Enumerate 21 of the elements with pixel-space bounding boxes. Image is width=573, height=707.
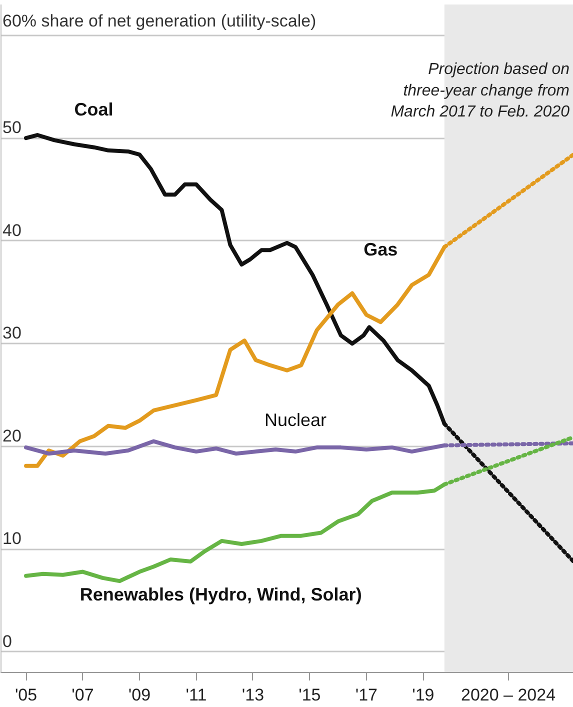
x-tick-label: '11	[186, 686, 207, 704]
series-label: Coal	[74, 100, 114, 120]
y-tick-label: 50	[2, 118, 22, 138]
y-tick-label: 40	[2, 220, 22, 240]
x-tick-label: '17	[355, 686, 378, 704]
y-tick-label: 60% share of net generation (utility-scale)	[2, 11, 316, 30]
y-tick-label: 0	[2, 632, 12, 651]
x-tick-label: '07	[72, 686, 94, 704]
y-tick-label: 10	[2, 529, 22, 548]
x-tick-label: '05	[14, 686, 38, 704]
x-tick-label: 2020 – 2024	[460, 686, 556, 704]
series-label: Renewables (Hydro, Wind, Solar)	[80, 584, 362, 605]
y-tick-label: 20	[2, 426, 22, 446]
series-label: Gas	[364, 239, 398, 260]
x-tick-label: '19	[412, 686, 434, 704]
annotation: Projection based on three-year change from March 2017 to Feb. 2020	[390, 61, 570, 121]
x-tick-label: '15	[298, 686, 321, 704]
x-tick-label: '09	[128, 686, 151, 704]
y-tick-label: 30	[2, 324, 22, 343]
series-label: Nuclear	[264, 410, 327, 430]
x-tick-label: '13	[242, 686, 264, 704]
